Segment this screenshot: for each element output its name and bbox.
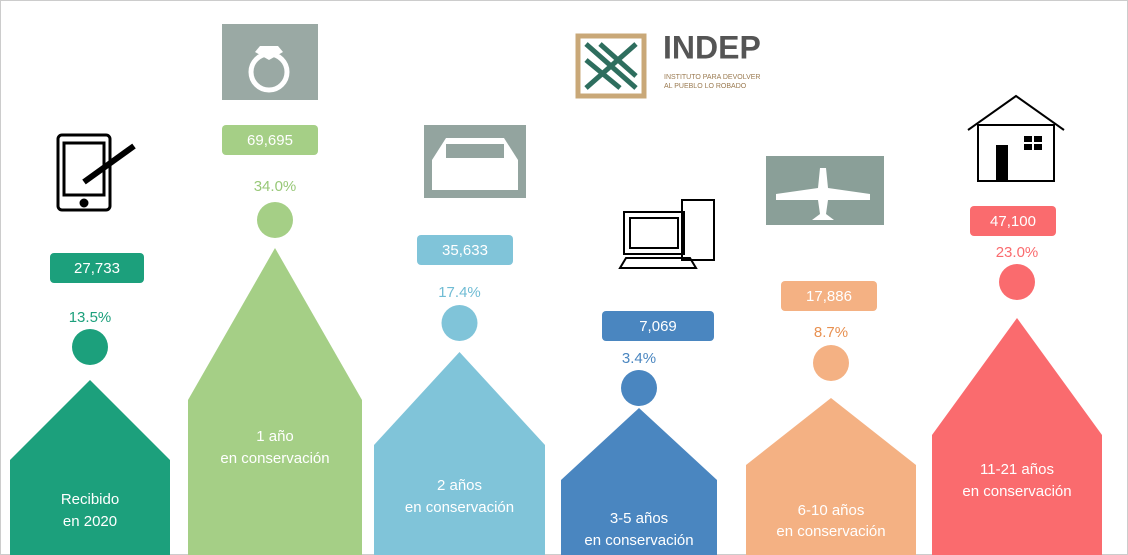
- count: 7,069: [639, 318, 677, 335]
- column-shape: [932, 318, 1102, 555]
- count-box: [970, 206, 1056, 236]
- column-label: 11-21 años: [980, 461, 1054, 478]
- icon-house: [967, 94, 1065, 182]
- dot: [257, 202, 293, 238]
- count-box: [222, 125, 318, 155]
- icon-tablet: [56, 133, 136, 212]
- count-box: [50, 253, 144, 283]
- icon-plane: [766, 156, 884, 225]
- dot: [813, 345, 849, 381]
- column-label: en conservación: [776, 523, 885, 540]
- column-label: 2 años: [437, 477, 482, 494]
- count: 69,695: [247, 132, 293, 149]
- logo: INDEP INSTITUTO PARA DEVOLVER AL PUEBLO …: [575, 29, 761, 99]
- dot: [441, 305, 478, 341]
- logo-subtitle: AL PUEBLO LO ROBADO: [664, 83, 747, 90]
- dot: [621, 370, 657, 406]
- percent: 23.0%: [996, 244, 1039, 261]
- count-box: [781, 281, 877, 311]
- count-box: [602, 311, 714, 341]
- column-label: en conservación: [405, 499, 514, 516]
- percent: 8.7%: [814, 324, 848, 341]
- column-shape: [188, 248, 362, 555]
- column-shape: [374, 352, 545, 555]
- dot: [72, 329, 108, 365]
- count: 35,633: [442, 242, 488, 259]
- column-label: 1 año: [256, 428, 294, 445]
- column-shape: [561, 408, 717, 555]
- icon-computer: [618, 199, 715, 269]
- count: 17,886: [806, 288, 852, 305]
- icon-ring: [222, 24, 318, 100]
- column-label: en conservación: [220, 450, 329, 467]
- dot: [999, 264, 1035, 300]
- percent: 13.5%: [69, 309, 112, 326]
- percent: 3.4%: [622, 350, 656, 367]
- percent: 17.4%: [438, 284, 481, 301]
- column-shape: [10, 380, 170, 555]
- icon-car: [424, 125, 526, 198]
- column-label: en conservación: [962, 483, 1071, 500]
- column-label: en conservación: [584, 532, 693, 549]
- count: 47,100: [990, 213, 1036, 230]
- column-label: en 2020: [63, 513, 117, 530]
- column-shape: [746, 398, 916, 555]
- count: 27,733: [74, 260, 120, 277]
- logo-subtitle: INSTITUTO PARA DEVOLVER: [664, 74, 760, 81]
- percent: 34.0%: [254, 178, 297, 195]
- column-label: Recibido: [61, 491, 119, 508]
- logo-title: INDEP: [663, 29, 761, 65]
- count-box: [417, 235, 513, 265]
- column-label: 3-5 años: [610, 510, 668, 527]
- column-label: 6-10 años: [798, 502, 865, 519]
